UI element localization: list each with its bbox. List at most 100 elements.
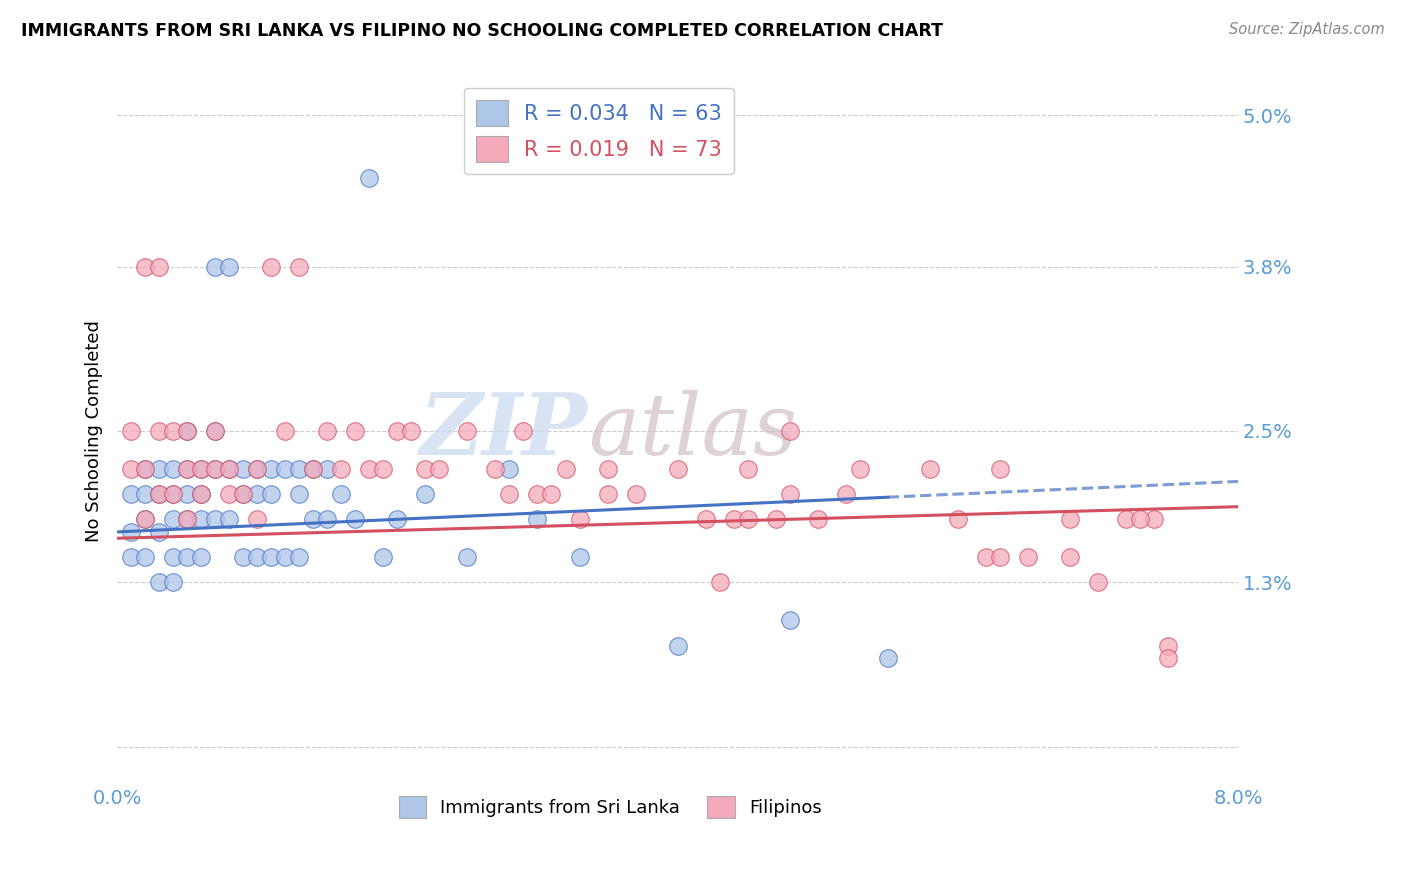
Point — [204, 512, 226, 526]
Point — [148, 524, 170, 539]
Point — [148, 487, 170, 501]
Point — [988, 462, 1011, 476]
Point — [148, 462, 170, 476]
Point — [204, 424, 226, 438]
Point — [807, 512, 830, 526]
Point — [666, 639, 689, 653]
Point — [373, 550, 395, 565]
Point — [526, 512, 548, 526]
Point — [1059, 550, 1081, 565]
Point — [120, 424, 142, 438]
Point — [176, 512, 198, 526]
Point — [1143, 512, 1166, 526]
Point — [415, 487, 437, 501]
Point — [260, 260, 283, 274]
Point — [190, 487, 212, 501]
Text: Source: ZipAtlas.com: Source: ZipAtlas.com — [1229, 22, 1385, 37]
Point — [134, 462, 156, 476]
Point — [176, 424, 198, 438]
Point — [1129, 512, 1152, 526]
Point — [134, 512, 156, 526]
Text: atlas: atlas — [588, 390, 797, 472]
Point — [120, 524, 142, 539]
Point — [218, 260, 240, 274]
Point — [204, 462, 226, 476]
Point — [204, 424, 226, 438]
Point — [526, 487, 548, 501]
Point — [1157, 651, 1180, 665]
Point — [316, 512, 339, 526]
Point — [876, 651, 898, 665]
Point — [246, 462, 269, 476]
Point — [232, 487, 254, 501]
Point — [330, 462, 353, 476]
Point — [709, 575, 731, 590]
Point — [288, 260, 311, 274]
Point — [1087, 575, 1109, 590]
Point — [274, 550, 297, 565]
Point — [162, 550, 184, 565]
Point — [246, 487, 269, 501]
Point — [302, 512, 325, 526]
Point — [779, 487, 801, 501]
Point — [218, 487, 240, 501]
Point — [1115, 512, 1137, 526]
Point — [162, 462, 184, 476]
Point — [162, 487, 184, 501]
Text: IMMIGRANTS FROM SRI LANKA VS FILIPINO NO SCHOOLING COMPLETED CORRELATION CHART: IMMIGRANTS FROM SRI LANKA VS FILIPINO NO… — [21, 22, 943, 40]
Point — [176, 512, 198, 526]
Point — [848, 462, 870, 476]
Point — [498, 487, 520, 501]
Point — [218, 462, 240, 476]
Point — [540, 487, 562, 501]
Point — [134, 260, 156, 274]
Point — [765, 512, 787, 526]
Point — [176, 487, 198, 501]
Point — [373, 462, 395, 476]
Point — [344, 424, 367, 438]
Point — [190, 462, 212, 476]
Point — [316, 424, 339, 438]
Point — [737, 462, 759, 476]
Point — [274, 424, 297, 438]
Point — [1017, 550, 1039, 565]
Point — [260, 550, 283, 565]
Point — [779, 424, 801, 438]
Point — [190, 487, 212, 501]
Point — [232, 462, 254, 476]
Point — [162, 575, 184, 590]
Point — [415, 462, 437, 476]
Point — [666, 146, 689, 161]
Point — [834, 487, 856, 501]
Point — [288, 487, 311, 501]
Point — [176, 424, 198, 438]
Point — [288, 550, 311, 565]
Point — [204, 260, 226, 274]
Point — [148, 575, 170, 590]
Point — [218, 462, 240, 476]
Point — [456, 424, 478, 438]
Point — [723, 512, 745, 526]
Point — [974, 550, 997, 565]
Point — [232, 550, 254, 565]
Point — [484, 462, 506, 476]
Point — [246, 462, 269, 476]
Y-axis label: No Schooling Completed: No Schooling Completed — [86, 320, 103, 541]
Point — [246, 512, 269, 526]
Point — [134, 550, 156, 565]
Point — [387, 424, 409, 438]
Legend: Immigrants from Sri Lanka, Filipinos: Immigrants from Sri Lanka, Filipinos — [392, 789, 830, 825]
Point — [316, 462, 339, 476]
Point — [246, 550, 269, 565]
Point — [260, 462, 283, 476]
Point — [779, 613, 801, 627]
Point — [218, 512, 240, 526]
Point — [624, 487, 647, 501]
Point — [401, 424, 423, 438]
Point — [162, 512, 184, 526]
Point — [134, 487, 156, 501]
Point — [120, 550, 142, 565]
Point — [554, 462, 576, 476]
Point — [429, 462, 451, 476]
Text: ZIP: ZIP — [420, 389, 588, 473]
